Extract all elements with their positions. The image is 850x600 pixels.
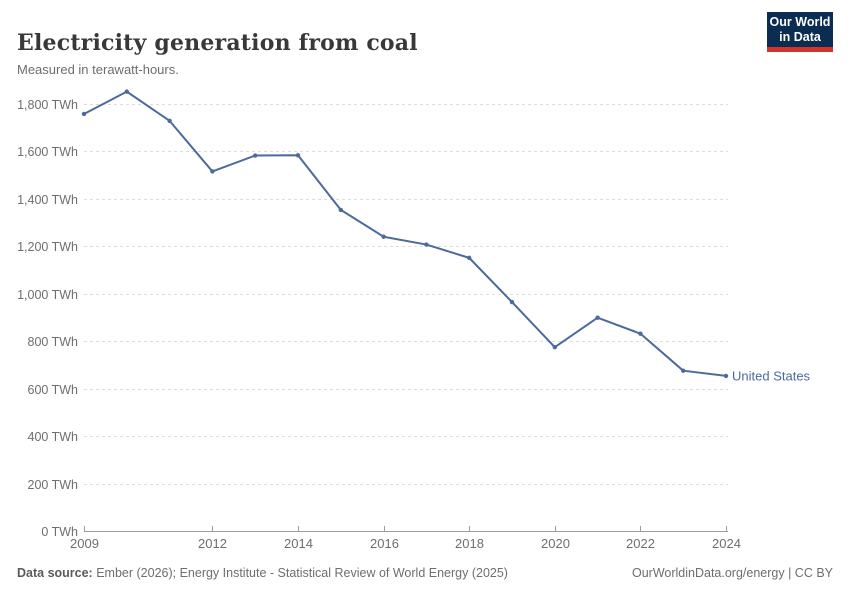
data-point-marker	[253, 153, 258, 158]
y-tick-label: 1,600 TWh	[17, 145, 78, 159]
data-point-marker	[509, 299, 515, 305]
data-point-marker	[167, 118, 172, 124]
x-tick-label: 2012	[198, 536, 227, 551]
page-title: Electricity generation from coal	[17, 29, 418, 56]
y-tick-label: 400 TWh	[28, 430, 79, 444]
x-tick-label: 2022	[626, 536, 655, 551]
data-point-marker	[210, 169, 215, 174]
y-tick-label: 1,400 TWh	[17, 193, 78, 207]
owid-logo: Our World in Data	[767, 12, 833, 52]
chart-subtitle: Measured in terawatt-hours.	[17, 62, 179, 77]
data-source-label: Data source:	[17, 566, 93, 580]
y-tick-label: 800 TWh	[28, 335, 79, 349]
data-source-text: Ember (2026); Energy Institute - Statist…	[92, 566, 508, 580]
chart-footer: Data source: Ember (2026); Energy Instit…	[17, 566, 833, 580]
data-point-marker	[424, 242, 429, 247]
y-tick-label: 1,200 TWh	[17, 240, 78, 254]
data-point-marker	[81, 111, 87, 117]
data-point-marker	[638, 331, 643, 336]
y-tick-label: 200 TWh	[28, 478, 79, 492]
x-tick-label: 2009	[70, 536, 99, 551]
y-tick-label: 600 TWh	[28, 383, 79, 397]
data-point-marker	[124, 89, 129, 94]
x-tick-label: 2016	[370, 536, 399, 551]
owid-logo-line1: Our World	[769, 15, 831, 29]
y-tick-label: 0 TWh	[41, 525, 78, 539]
x-tick-label: 2014	[284, 536, 313, 551]
data-source-note: Data source: Ember (2026); Energy Instit…	[17, 566, 508, 580]
credit-link[interactable]: OurWorldinData.org/energy | CC BY	[631, 566, 833, 580]
data-point-marker	[295, 153, 301, 158]
data-point-marker	[467, 255, 472, 261]
data-point-marker	[338, 207, 343, 213]
x-tick-label: 2024	[712, 536, 741, 551]
data-series-line	[83, 90, 727, 377]
owid-logo-line2: in Data	[779, 30, 821, 44]
data-point-marker	[381, 234, 386, 239]
data-point-marker	[552, 344, 557, 350]
x-tick-label: 2018	[455, 536, 484, 551]
y-tick-label: 1,000 TWh	[17, 288, 78, 302]
y-tick-label: 1,800 TWh	[17, 98, 78, 112]
data-point-marker	[595, 315, 600, 320]
data-point-marker	[723, 373, 729, 379]
x-tick-label: 2020	[541, 536, 570, 551]
data-point-marker	[681, 368, 686, 373]
series-label: United States	[732, 368, 811, 383]
